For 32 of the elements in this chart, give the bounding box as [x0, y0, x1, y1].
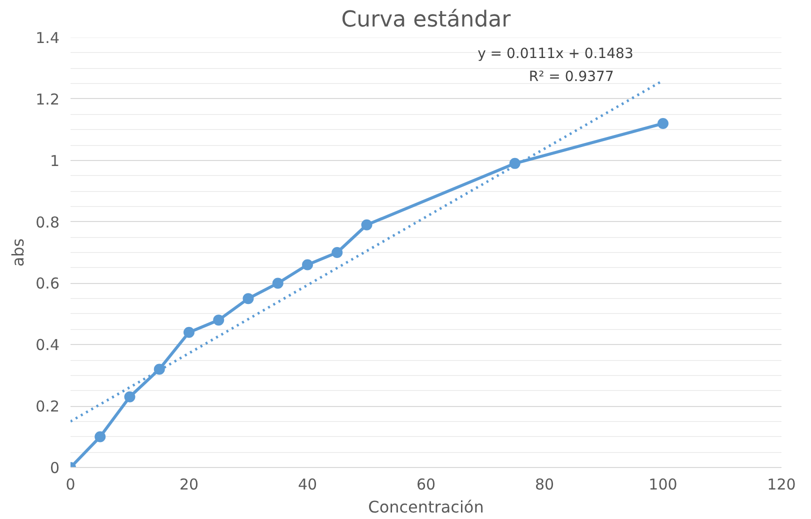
x-axis-title: Concentración — [368, 498, 484, 516]
chart-title: Curva estándar — [341, 8, 512, 32]
y-tick-label: 1 — [50, 152, 60, 170]
point — [184, 326, 194, 338]
annotation: R² = 0.9377 — [528, 69, 614, 86]
point — [242, 293, 254, 304]
x-tick-label: 100 — [648, 476, 678, 494]
x-tick-label: 60 — [416, 476, 436, 494]
point — [154, 364, 165, 375]
point — [213, 314, 224, 326]
y-tick-label: 0.4 — [36, 336, 60, 354]
y-axis-title: abs — [8, 238, 28, 267]
point — [94, 431, 106, 442]
x-tick-label: 40 — [298, 476, 318, 494]
annotation: y = 0.0111x + 0.1483 — [478, 46, 634, 62]
y-tick-label: 0.8 — [36, 213, 60, 232]
point — [361, 219, 372, 230]
y-tick-label: 1.2 — [36, 90, 60, 108]
y-tick-label: 0 — [50, 459, 60, 477]
point — [658, 118, 668, 129]
y-tick-label: 1.4 — [36, 29, 60, 47]
point — [272, 278, 284, 289]
x-tick-label: 120 — [767, 476, 796, 494]
x-tick-label: 0 — [66, 476, 76, 494]
x-tick-label: 80 — [534, 476, 554, 494]
point — [124, 391, 136, 402]
y-tick-label: 0.6 — [36, 274, 60, 293]
x-tick-label: 20 — [179, 476, 199, 494]
y-tick-label: 0.2 — [36, 398, 60, 416]
point — [302, 259, 313, 270]
point — [509, 158, 520, 169]
point — [332, 247, 343, 258]
